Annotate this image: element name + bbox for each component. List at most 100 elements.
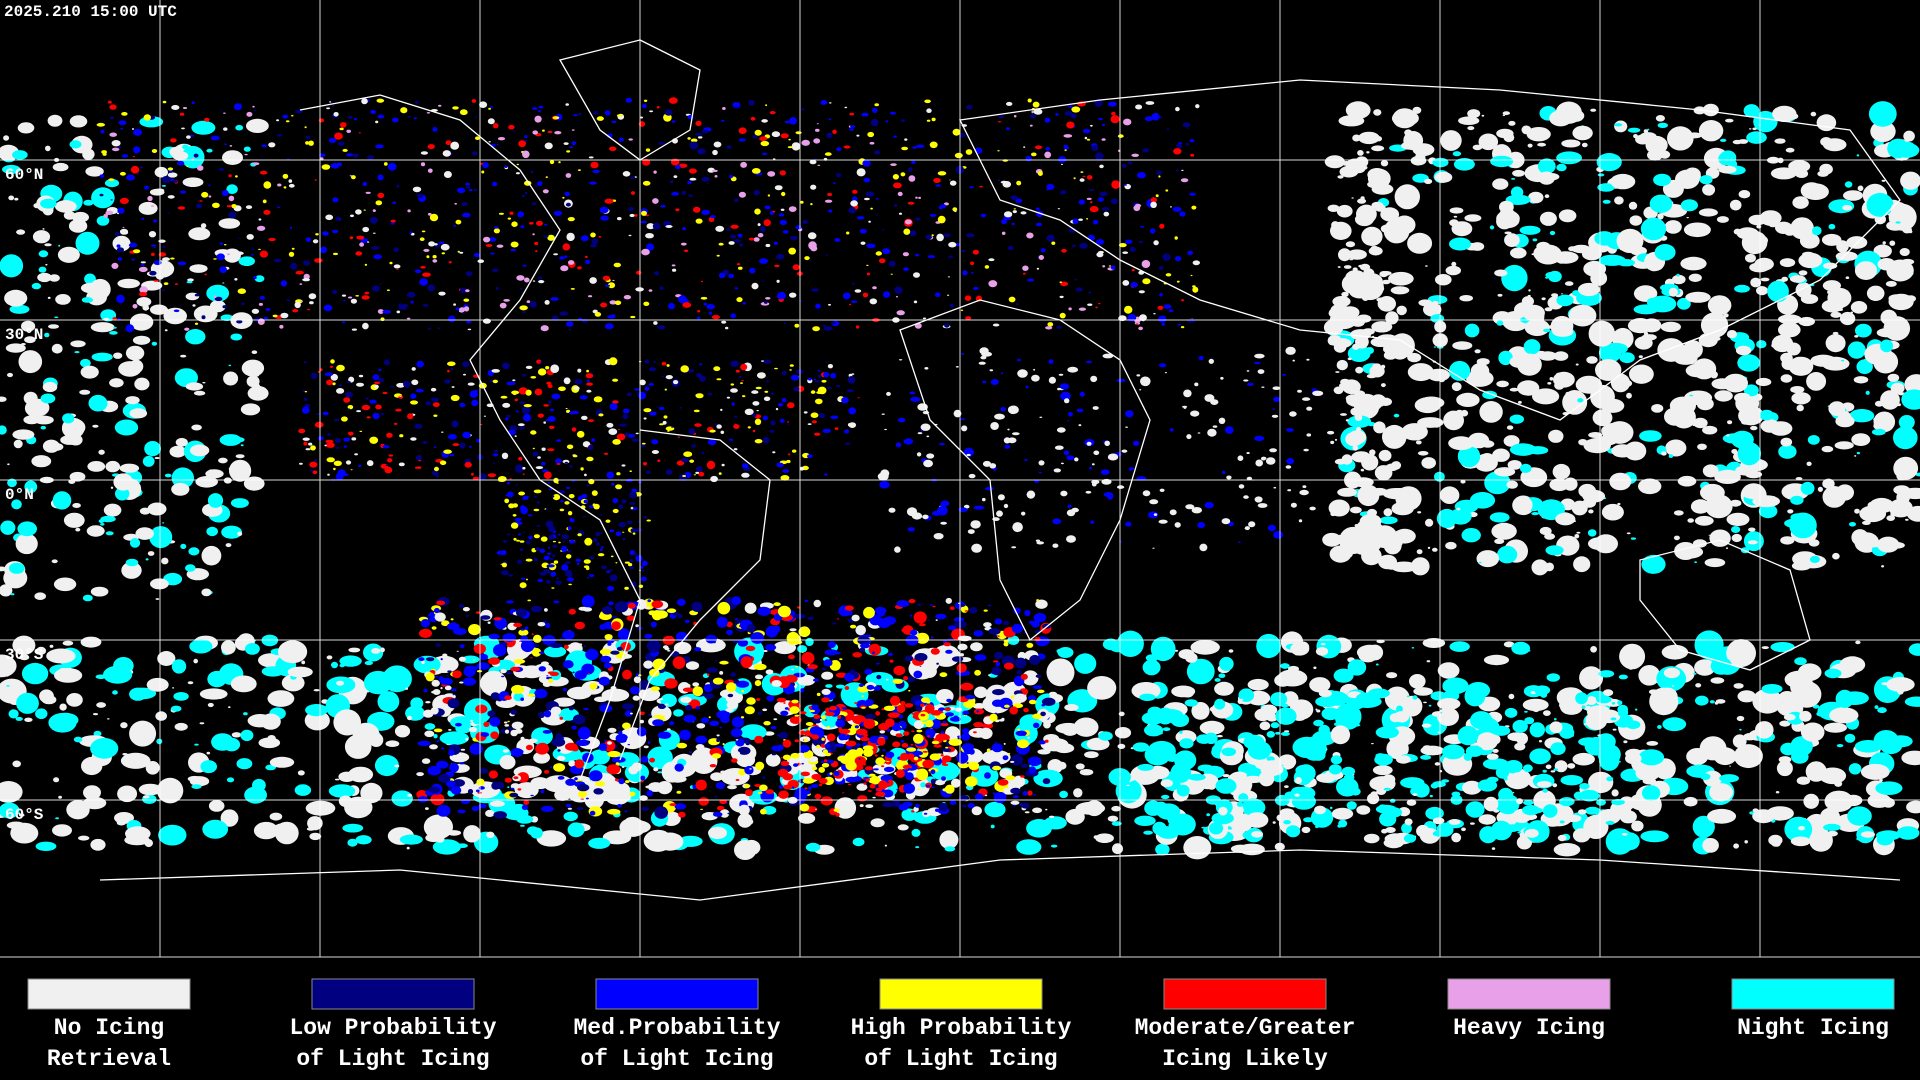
- cloud-speckle: [531, 633, 534, 636]
- cloud-speckle: [1575, 363, 1579, 366]
- cloud-speckle: [1144, 724, 1164, 737]
- cloud-speckle: [1168, 309, 1174, 313]
- cloud-speckle: [651, 600, 664, 609]
- cloud-speckle: [773, 718, 778, 721]
- cloud-speckle: [759, 784, 768, 792]
- cloud-speckle: [1619, 643, 1646, 670]
- cloud-speckle: [1800, 481, 1815, 495]
- cloud-speckle: [1176, 143, 1183, 149]
- cloud-speckle: [1170, 762, 1192, 783]
- cloud-speckle: [436, 739, 440, 743]
- cloud-speckle: [631, 762, 643, 772]
- cloud-speckle: [671, 264, 676, 267]
- cloud-speckle: [648, 289, 653, 292]
- cloud-speckle: [1344, 163, 1359, 177]
- cloud-speckle: [1559, 820, 1565, 824]
- cloud-speckle: [1573, 556, 1591, 573]
- cloud-speckle: [653, 767, 659, 772]
- cloud-speckle: [75, 231, 100, 255]
- cloud-speckle: [729, 234, 737, 239]
- cloud-speckle: [1073, 788, 1083, 798]
- cloud-speckle: [24, 336, 36, 344]
- cloud-speckle: [1788, 356, 1814, 376]
- cloud-speckle: [786, 631, 800, 645]
- cloud-speckle: [100, 515, 116, 523]
- cloud-speckle: [701, 209, 710, 215]
- cloud-speckle: [1780, 374, 1793, 383]
- cloud-speckle: [1525, 826, 1530, 830]
- cloud-speckle: [523, 800, 530, 805]
- cloud-speckle: [913, 300, 918, 304]
- cloud-speckle: [156, 738, 163, 745]
- cloud-speckle: [1610, 173, 1636, 190]
- cloud-speckle: [613, 262, 621, 268]
- cloud-speckle: [1059, 295, 1064, 299]
- cloud-speckle: [1503, 316, 1520, 329]
- cloud-speckle: [753, 663, 767, 671]
- cloud-speckle: [153, 247, 156, 248]
- cloud-speckle: [693, 206, 701, 213]
- cloud-speckle: [678, 295, 687, 304]
- cloud-speckle: [424, 730, 435, 738]
- cloud-speckle: [1150, 197, 1158, 203]
- cloud-speckle: [882, 801, 894, 808]
- cloud-speckle: [1433, 346, 1437, 348]
- cloud-speckle: [674, 763, 684, 772]
- cloud-speckle: [982, 722, 994, 729]
- cloud-speckle: [1032, 713, 1043, 720]
- cloud-speckle: [1416, 824, 1430, 838]
- cloud-speckle: [1101, 138, 1106, 141]
- cloud-speckle: [855, 743, 862, 746]
- cloud-speckle: [687, 180, 692, 185]
- cloud-speckle: [1272, 821, 1276, 824]
- cloud-speckle: [1390, 557, 1396, 561]
- cloud-speckle: [1866, 512, 1882, 522]
- cloud-speckle: [566, 150, 571, 153]
- cloud-speckle: [221, 640, 236, 655]
- cloud-speckle: [777, 291, 786, 300]
- cloud-speckle: [1214, 678, 1221, 682]
- cloud-speckle: [1380, 224, 1394, 233]
- cloud-speckle: [1071, 106, 1081, 113]
- cloud-speckle: [719, 689, 739, 699]
- cloud-speckle: [1731, 526, 1741, 533]
- cloud-speckle: [1531, 253, 1535, 256]
- cloud-speckle: [930, 769, 936, 775]
- cloud-speckle: [138, 201, 158, 215]
- cloud-speckle: [63, 512, 85, 528]
- cloud-speckle: [464, 665, 478, 672]
- cloud-speckle: [642, 158, 651, 166]
- cloud-speckle: [1389, 798, 1396, 803]
- cloud-speckle: [1044, 739, 1049, 743]
- cloud-speckle: [1790, 736, 1813, 757]
- cloud-speckle: [778, 731, 789, 740]
- cloud-speckle: [433, 126, 436, 129]
- cloud-speckle: [246, 118, 269, 133]
- cloud-speckle: [1391, 561, 1417, 573]
- cloud-speckle: [892, 741, 901, 748]
- cloud-speckle: [926, 108, 932, 113]
- cloud-speckle: [1095, 306, 1098, 309]
- cloud-speckle: [710, 772, 724, 782]
- cloud-speckle: [309, 301, 314, 305]
- cloud-speckle: [1083, 128, 1091, 134]
- cloud-speckle: [194, 293, 200, 297]
- cloud-speckle: [1418, 396, 1445, 409]
- cloud-speckle: [1084, 751, 1099, 759]
- cloud-speckle: [1853, 376, 1869, 384]
- cloud-speckle: [456, 650, 459, 652]
- cloud-speckle: [694, 647, 702, 652]
- cloud-speckle: [1623, 740, 1628, 744]
- cloud-speckle: [960, 682, 974, 691]
- cloud-speckle: [448, 789, 451, 791]
- cloud-speckle: [1016, 781, 1019, 783]
- cloud-speckle: [901, 627, 913, 633]
- cloud-speckle: [2, 586, 12, 594]
- cloud-speckle: [538, 666, 546, 672]
- cloud-speckle: [892, 800, 901, 808]
- cloud-speckle: [516, 814, 534, 824]
- cloud-speckle: [869, 141, 875, 145]
- cloud-speckle: [896, 789, 899, 791]
- cloud-speckle: [46, 648, 76, 664]
- cloud-speckle: [504, 777, 512, 783]
